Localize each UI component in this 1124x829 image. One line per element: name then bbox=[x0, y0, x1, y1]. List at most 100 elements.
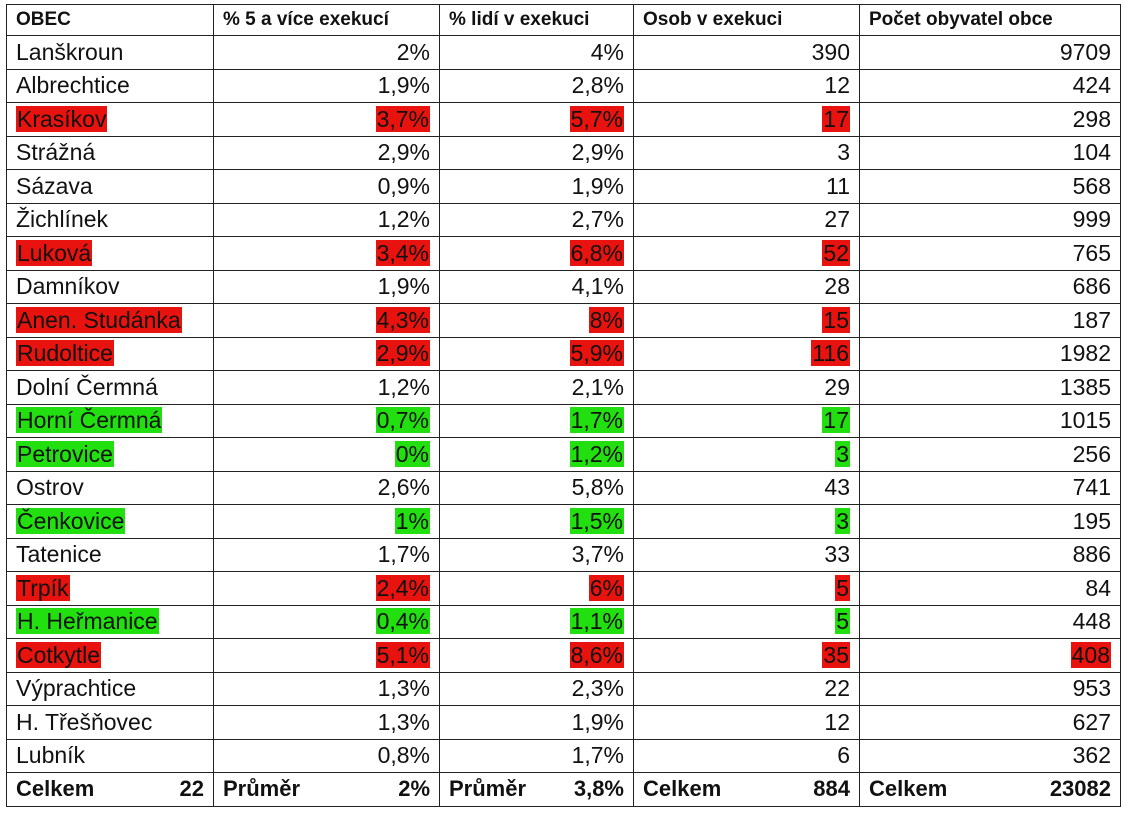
obec-cell: Cotkytle bbox=[6, 638, 214, 673]
obec-cell: H. Třešňovec bbox=[6, 705, 214, 740]
pct-5-cell-text: 2,9% bbox=[377, 139, 430, 166]
pocet-cell: 195 bbox=[859, 504, 1121, 539]
obec-cell-text: Horní Čermná bbox=[16, 407, 163, 434]
obec-cell: Petrovice bbox=[6, 437, 214, 472]
pocet-cell: 953 bbox=[859, 671, 1121, 706]
pct-lidi-cell-text: 5,9% bbox=[569, 340, 624, 367]
osob-cell: 6 bbox=[633, 738, 860, 773]
pocet-cell: 84 bbox=[859, 571, 1121, 606]
table-row: Cotkytle 5,1% 8,6% 35 408 bbox=[6, 638, 1121, 673]
pocet-cell: 741 bbox=[859, 470, 1121, 505]
pocet-cell: 9709 bbox=[859, 35, 1121, 70]
osob-cell-text: 5 bbox=[835, 574, 850, 601]
osob-cell-text: 17 bbox=[822, 105, 850, 132]
osob-cell-text: 15 bbox=[822, 306, 850, 333]
obec-cell: Lanškroun bbox=[6, 35, 214, 70]
header-row: OBEC % 5 a více exekucí % lidí v exekuci… bbox=[6, 4, 1121, 36]
table-row: Žichlínek 1,2% 2,7% 27 999 bbox=[6, 202, 1121, 237]
table-row: Krasíkov 3,7% 5,7% 17 298 bbox=[6, 102, 1121, 137]
pct-5-cell: 0,9% bbox=[213, 169, 440, 204]
pocet-cell-text: 741 bbox=[1072, 474, 1111, 501]
pct-5-cell-text: 3,4% bbox=[375, 239, 430, 266]
pocet-cell: 362 bbox=[859, 738, 1121, 773]
pct-5-cell-text: 0,8% bbox=[377, 742, 430, 769]
pct-5-cell-text: 5,1% bbox=[375, 641, 430, 668]
pocet-cell: 568 bbox=[859, 169, 1121, 204]
osob-cell: 5 bbox=[633, 571, 860, 606]
total-cell: Průměr 3,8% bbox=[439, 772, 634, 807]
table-row: Ostrov 2,6% 5,8% 43 741 bbox=[6, 470, 1121, 505]
pct-lidi-cell: 8,6% bbox=[439, 638, 634, 673]
obec-cell-text: Sázava bbox=[16, 172, 93, 199]
obec-cell-text: Lubník bbox=[16, 742, 86, 769]
table-row: Trpík 2,4% 6% 5 84 bbox=[6, 571, 1121, 606]
osob-cell-text: 33 bbox=[824, 541, 850, 568]
pct-lidi-cell-text: 2,1% bbox=[571, 373, 624, 400]
table-row: Tatenice 1,7% 3,7% 33 886 bbox=[6, 537, 1121, 572]
osob-cell-text: 52 bbox=[822, 239, 850, 266]
pct-lidi-cell: 5,9% bbox=[439, 336, 634, 371]
total-cell: Celkem 884 bbox=[633, 772, 860, 807]
total-value: 2% bbox=[398, 776, 430, 802]
pct-5-cell: 1,3% bbox=[213, 671, 440, 706]
obec-cell: Dolní Čermná bbox=[6, 370, 214, 405]
pct-5-cell: 1,9% bbox=[213, 269, 440, 304]
pct-5-cell-text: 1,9% bbox=[377, 72, 430, 99]
pct-5-cell: 2,9% bbox=[213, 135, 440, 170]
pocet-cell: 1982 bbox=[859, 336, 1121, 371]
table-row: Čenkovice 1% 1,5% 3 195 bbox=[6, 504, 1121, 539]
obec-cell: Sázava bbox=[6, 169, 214, 204]
pct-5-cell: 1,9% bbox=[213, 68, 440, 103]
pct-5-cell: 0% bbox=[213, 437, 440, 472]
pocet-cell-text: 568 bbox=[1072, 172, 1111, 199]
pct-lidi-cell: 5,8% bbox=[439, 470, 634, 505]
pct-lidi-cell: 1,9% bbox=[439, 705, 634, 740]
obec-cell-text: Damníkov bbox=[16, 273, 120, 300]
obec-cell-text: Lanškroun bbox=[16, 38, 124, 65]
total-value: 23082 bbox=[1049, 776, 1111, 802]
table-row: H. Třešňovec 1,3% 1,9% 12 627 bbox=[6, 705, 1121, 740]
pocet-cell-text: 627 bbox=[1072, 708, 1111, 735]
pocet-cell-text: 84 bbox=[1085, 574, 1111, 601]
header-pocet-obyvatel: Počet obyvatel obce bbox=[859, 4, 1121, 36]
pct-lidi-cell-text: 4,1% bbox=[571, 273, 624, 300]
pocet-cell-text: 1015 bbox=[1059, 407, 1111, 434]
pct-5-cell-text: 1,7% bbox=[377, 541, 430, 568]
osob-cell: 43 bbox=[633, 470, 860, 505]
pct-5-cell: 1,2% bbox=[213, 202, 440, 237]
table-row: Anen. Studánka 4,3% 8% 15 187 bbox=[6, 303, 1121, 338]
pct-5-cell: 1,7% bbox=[213, 537, 440, 572]
pct-lidi-cell-text: 8% bbox=[588, 306, 624, 333]
pocet-cell: 187 bbox=[859, 303, 1121, 338]
obec-cell-text: Cotkytle bbox=[16, 641, 102, 668]
pct-lidi-cell-text: 1,9% bbox=[571, 172, 624, 199]
pct-5-cell: 0,4% bbox=[213, 604, 440, 639]
total-cell: Průměr 2% bbox=[213, 772, 440, 807]
osob-cell: 3 bbox=[633, 135, 860, 170]
osob-cell: 17 bbox=[633, 102, 860, 137]
pct-lidi-cell: 1,9% bbox=[439, 169, 634, 204]
pct-5-cell: 2,6% bbox=[213, 470, 440, 505]
osob-cell: 52 bbox=[633, 236, 860, 271]
header-obec: OBEC bbox=[6, 4, 214, 36]
pct-lidi-cell: 2,3% bbox=[439, 671, 634, 706]
pocet-cell-text: 298 bbox=[1072, 105, 1111, 132]
table-row: Rudoltice 2,9% 5,9% 116 1982 bbox=[6, 336, 1121, 371]
pct-5-cell-text: 2% bbox=[396, 38, 430, 65]
pct-5-cell-text: 4,3% bbox=[375, 306, 430, 333]
pct-5-cell: 3,4% bbox=[213, 236, 440, 271]
obec-cell: H. Heřmanice bbox=[6, 604, 214, 639]
header-pct-5-exekuci: % 5 a více exekucí bbox=[213, 4, 440, 36]
pct-lidi-cell-text: 6% bbox=[588, 574, 624, 601]
pct-lidi-cell-text: 1,1% bbox=[569, 608, 624, 635]
pct-5-cell-text: 2,6% bbox=[377, 474, 430, 501]
pct-lidi-cell-text: 1,5% bbox=[569, 507, 624, 534]
pct-lidi-cell-text: 5,8% bbox=[571, 474, 624, 501]
pct-5-cell-text: 1,3% bbox=[377, 708, 430, 735]
pct-5-cell-text: 1,3% bbox=[377, 675, 430, 702]
obec-cell: Tatenice bbox=[6, 537, 214, 572]
pocet-cell: 104 bbox=[859, 135, 1121, 170]
pct-lidi-cell: 2,7% bbox=[439, 202, 634, 237]
table-row: Sázava 0,9% 1,9% 11 568 bbox=[6, 169, 1121, 204]
obec-cell-text: Albrechtice bbox=[16, 72, 130, 99]
